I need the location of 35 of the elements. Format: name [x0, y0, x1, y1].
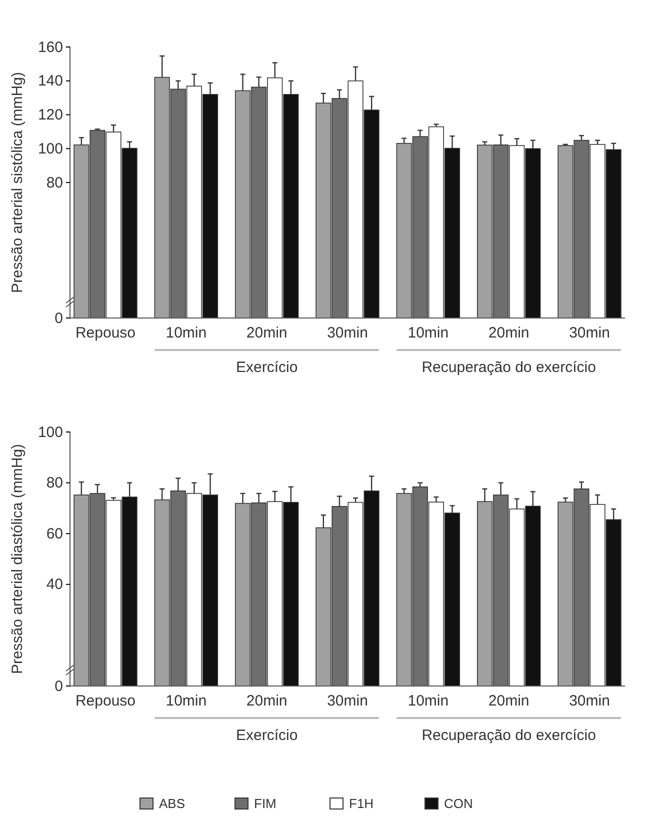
x-tick-label: Repouso	[75, 692, 136, 710]
x-tick-label: 30min	[327, 324, 368, 342]
text: Exercício	[236, 359, 298, 376]
y-tick-label: 100	[38, 140, 63, 158]
y-axis-title: Pressão arterial sistólica (mmHg)	[9, 72, 26, 293]
text: Recuperação do exercício	[422, 359, 596, 376]
x-tick-label: 30min	[327, 692, 368, 710]
text: Exercício	[236, 727, 298, 744]
x-tick-label: 20min	[246, 324, 288, 342]
x-tick-label: 30min	[569, 324, 610, 342]
y-tick-label: 160	[38, 38, 63, 56]
legend-label: F1H	[349, 796, 374, 811]
legend-label: CON	[444, 796, 473, 811]
y-axis-title: Pressão arterial diastólica (mmHg)	[9, 444, 26, 674]
x-tick-label: 20min	[488, 324, 530, 342]
x-tick-label: 10min	[166, 692, 207, 710]
x-tick-label: 10min	[408, 324, 449, 342]
x-tick-label: Repouso	[75, 324, 136, 342]
x-tick-label: 10min	[408, 692, 449, 710]
y-tick-label: 140	[38, 72, 63, 90]
legend-label: ABS	[159, 796, 186, 811]
x-tick-label: 10min	[166, 324, 207, 342]
x-tick-label: 20min	[488, 692, 530, 710]
y-tick-label: 40	[46, 576, 63, 594]
x-tick-label: 20min	[246, 692, 288, 710]
y-tick-label: 80	[46, 474, 63, 492]
text: Recuperação do exercício	[422, 727, 596, 744]
y-tick-label: 60	[46, 525, 63, 542]
y-tick-label: 100	[38, 424, 63, 441]
x-tick-label: 30min	[569, 692, 610, 710]
y-tick-label: 120	[38, 106, 63, 124]
legend-label: FIM	[254, 796, 276, 811]
y-tick-label: 80	[46, 174, 63, 192]
y-tick-label: 0	[54, 310, 63, 327]
y-tick-label: 0	[54, 678, 63, 695]
